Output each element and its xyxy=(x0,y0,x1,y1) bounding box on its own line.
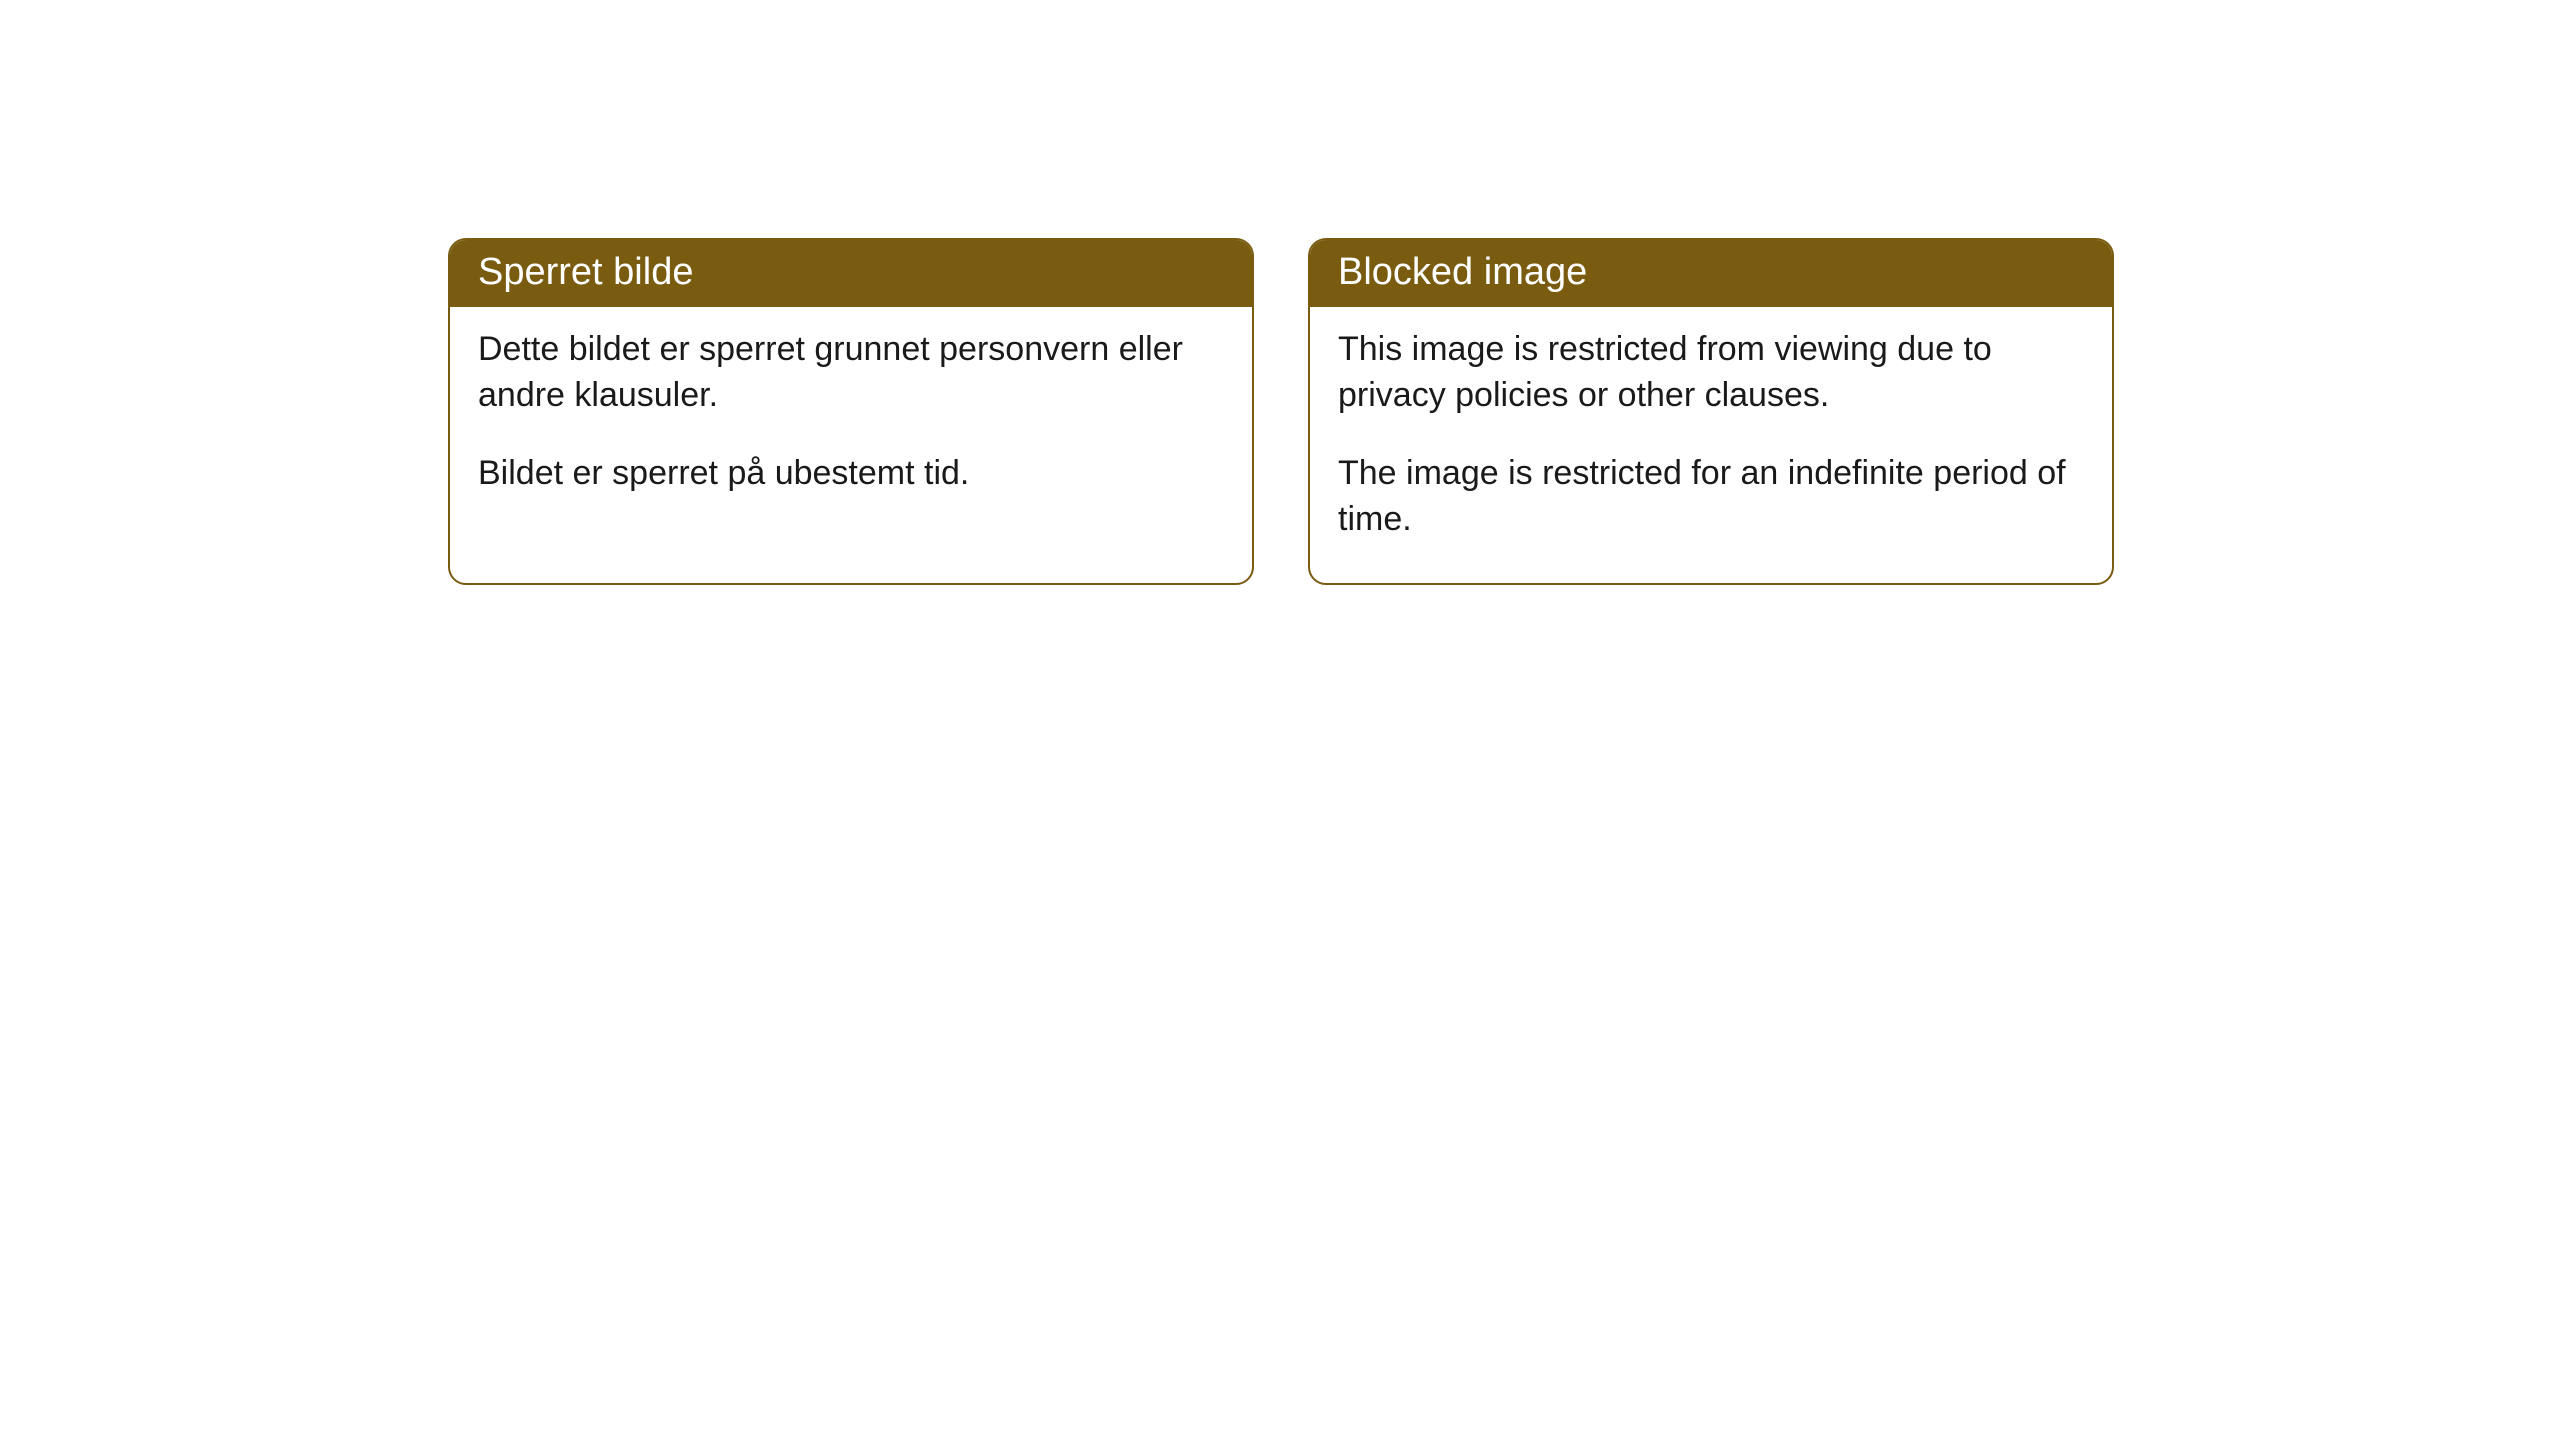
card-paragraph-2-en: The image is restricted for an indefinit… xyxy=(1338,451,2084,543)
blocked-image-card-no: Sperret bilde Dette bildet er sperret gr… xyxy=(448,238,1254,585)
card-paragraph-1-no: Dette bildet er sperret grunnet personve… xyxy=(478,327,1224,419)
card-paragraph-2-no: Bildet er sperret på ubestemt tid. xyxy=(478,451,1224,497)
card-paragraph-1-en: This image is restricted from viewing du… xyxy=(1338,327,2084,419)
card-title-en: Blocked image xyxy=(1338,251,1587,293)
card-header-en: Blocked image xyxy=(1310,240,2112,307)
card-title-no: Sperret bilde xyxy=(478,251,693,293)
card-header-no: Sperret bilde xyxy=(450,240,1252,307)
cards-container: Sperret bilde Dette bildet er sperret gr… xyxy=(0,0,2560,585)
card-body-no: Dette bildet er sperret grunnet personve… xyxy=(450,307,1252,537)
card-body-en: This image is restricted from viewing du… xyxy=(1310,307,2112,583)
blocked-image-card-en: Blocked image This image is restricted f… xyxy=(1308,238,2114,585)
